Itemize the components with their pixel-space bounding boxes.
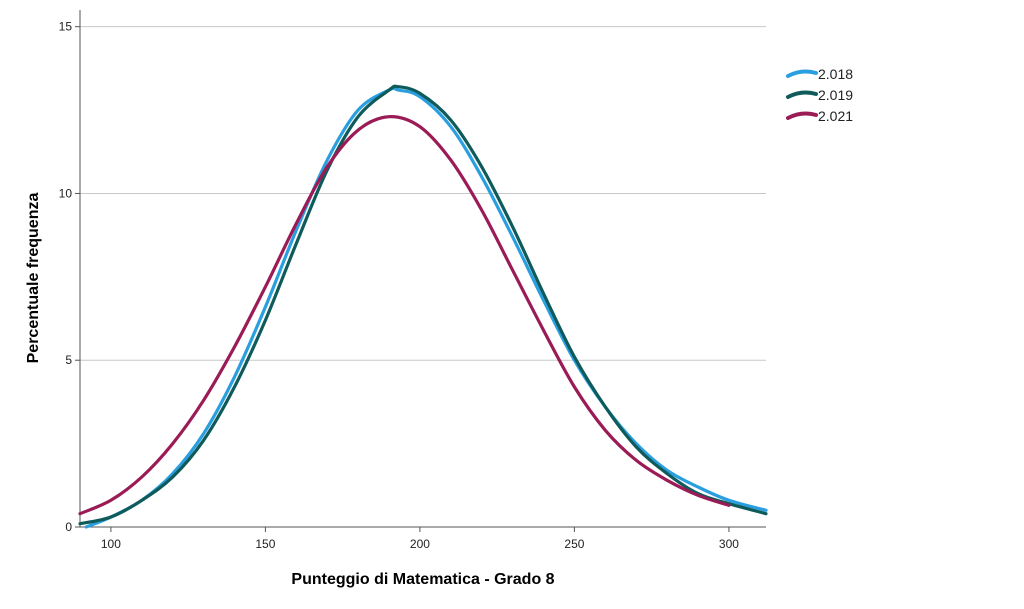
x-tick-label: 200 [410, 537, 430, 551]
x-tick-label: 250 [564, 537, 584, 551]
y-tick-label: 5 [65, 353, 72, 367]
series-line-2-019 [78, 84, 768, 526]
y-tick-label: 15 [59, 20, 73, 34]
x-tick-label: 300 [719, 537, 739, 551]
legend-label: 2.018 [818, 66, 853, 82]
series-line-2-018 [84, 86, 768, 529]
legend-swatch [786, 90, 818, 99]
legend-label: 2.021 [818, 108, 853, 124]
legend-item: 2.019 [786, 87, 853, 103]
legend-item: 2.018 [786, 66, 853, 82]
series-line-2-021 [78, 115, 731, 516]
x-tick-label: 100 [101, 537, 121, 551]
legend-swatch [786, 111, 818, 120]
legend-item: 2.021 [786, 108, 853, 124]
legend-swatch [786, 69, 818, 78]
series-lines [78, 84, 768, 529]
legend: 2.018 2.019 2.021 [786, 66, 853, 124]
x-tick-label: 150 [255, 537, 275, 551]
y-tick-label: 0 [65, 520, 72, 534]
gridlines [80, 26, 766, 361]
y-axis-title: Percentuale frequenza [25, 193, 42, 364]
legend-label: 2.019 [818, 87, 853, 103]
y-tick-label: 10 [59, 186, 73, 200]
tick-labels: 0 5 10 15 100 150 200 250 300 [59, 20, 740, 551]
axes [79, 10, 766, 528]
x-axis-title: Punteggio di Matematica - Grado 8 [291, 571, 554, 588]
